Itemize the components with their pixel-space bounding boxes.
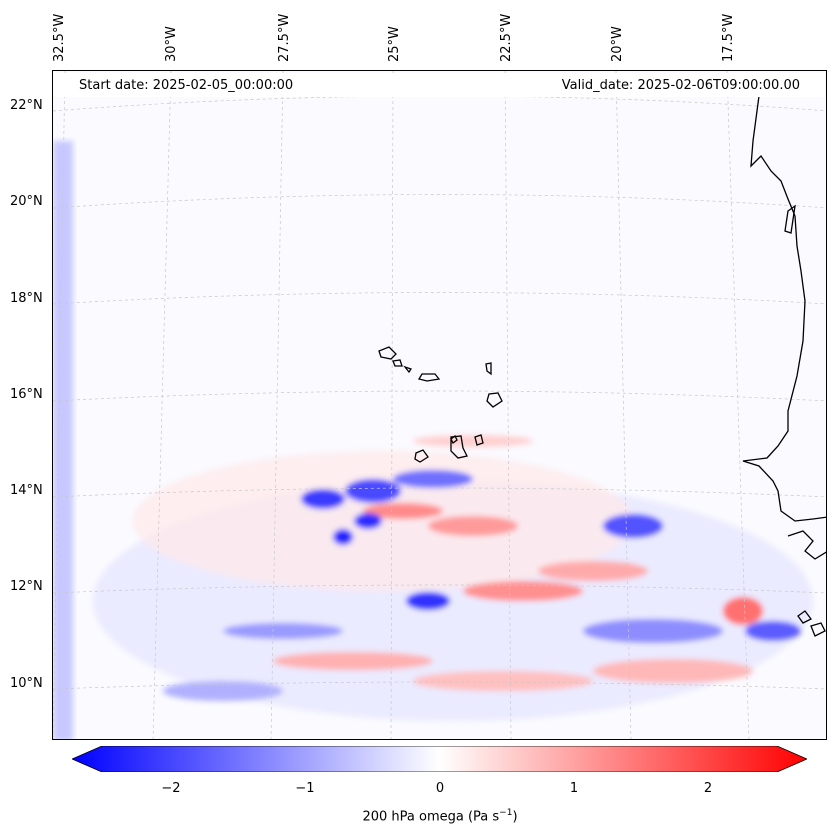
field-blob (428, 516, 518, 536)
colorbar-label-prefix: 200 hPa omega (Pa s (362, 809, 500, 825)
coastline-island (784, 204, 796, 234)
field-blob (301, 489, 345, 509)
graticule (53, 71, 826, 739)
colorbar-tick-1: 1 (569, 781, 579, 796)
graticule-line (390, 71, 394, 739)
field-blob (463, 581, 583, 601)
graticule-line (53, 292, 826, 305)
field-blob (723, 597, 763, 625)
field-blob (406, 592, 450, 610)
field-blob (413, 671, 593, 691)
cape-verde-islands (378, 346, 503, 463)
island-santiago (450, 435, 468, 459)
lon-label-25w: 25°W (387, 26, 402, 62)
colorbar-tick-neg2: −2 (161, 781, 181, 796)
lat-label-12n: 12°N (10, 579, 43, 594)
colorbar-bar (72, 746, 807, 772)
field-blob (538, 561, 648, 581)
field-blob (363, 503, 443, 519)
colorbar-tick-2: 2 (703, 781, 713, 796)
lon-label-20w: 20°W (610, 26, 625, 62)
field-blob (163, 681, 283, 701)
lon-label-27-5w: 27.5°W (277, 13, 292, 62)
graticule-line (615, 71, 632, 739)
lat-label-22n: 22°N (10, 98, 43, 113)
field-blob (354, 513, 382, 529)
graticule-line (152, 71, 172, 739)
map-panel (52, 70, 827, 740)
island-santa-luzia (403, 365, 413, 374)
colorbar-tick-neg1: −1 (295, 781, 315, 796)
field-blob (413, 435, 533, 447)
graticule-line (726, 71, 750, 739)
lon-label-32-5w: 32.5°W (52, 13, 67, 62)
graticule-line (53, 71, 66, 739)
lat-label-10n: 10°N (10, 676, 43, 691)
coastline-island (797, 610, 812, 624)
island-sao-nicolau (417, 373, 441, 382)
field-blob (133, 451, 633, 591)
colorbar-label: 200 hPa omega (Pa s−1) (0, 808, 837, 824)
graticule-line (270, 71, 284, 739)
lat-label-16n: 16°N (10, 387, 43, 402)
colorbar-label-exponent: −1 (499, 808, 513, 818)
lat-label-20n: 20°N (10, 194, 43, 209)
field-blob (333, 529, 353, 545)
colorbar-label-suffix: ) (512, 809, 518, 825)
field-blob (273, 652, 433, 670)
field-blob (583, 619, 723, 643)
field-west-band (53, 141, 73, 739)
valid-date-label: Valid_date: 2025-02-06T09:00:00.00 (561, 78, 800, 93)
coastline-africa-south (787, 530, 826, 560)
lon-label-17-5w: 17.5°W (721, 13, 736, 62)
graticule-line (53, 390, 826, 402)
omega-field (93, 435, 813, 721)
coastline-africa (742, 95, 826, 522)
field-blob (393, 470, 473, 488)
field-blob (745, 621, 801, 641)
island-maio (474, 434, 484, 446)
graticule-line (53, 584, 826, 594)
map-header-band (53, 73, 825, 97)
field-blob (223, 623, 343, 639)
field-blob (593, 659, 753, 683)
map-canvas (53, 71, 826, 739)
lat-label-14n: 14°N (10, 483, 43, 498)
field-blob (345, 479, 401, 503)
lon-label-30w: 30°W (164, 26, 179, 62)
island-boa-vista (486, 392, 503, 408)
colorbar (72, 746, 807, 772)
graticule-line (53, 681, 826, 690)
coastline (742, 95, 826, 637)
island-sal (485, 362, 492, 376)
graticule-line (53, 487, 826, 498)
island-santo-antao (378, 346, 397, 360)
coastline-island (810, 622, 826, 637)
island-sao-vicente (392, 359, 403, 367)
colorbar-tick-0: 0 (435, 781, 445, 796)
lat-label-18n: 18°N (10, 291, 43, 306)
field-blob (603, 514, 663, 538)
lon-label-22-5w: 22.5°W (499, 13, 514, 62)
island-fogo (414, 449, 429, 463)
start-date-label: Start date: 2025-02-05_00:00:00 (79, 78, 294, 93)
graticule-line (504, 71, 512, 739)
